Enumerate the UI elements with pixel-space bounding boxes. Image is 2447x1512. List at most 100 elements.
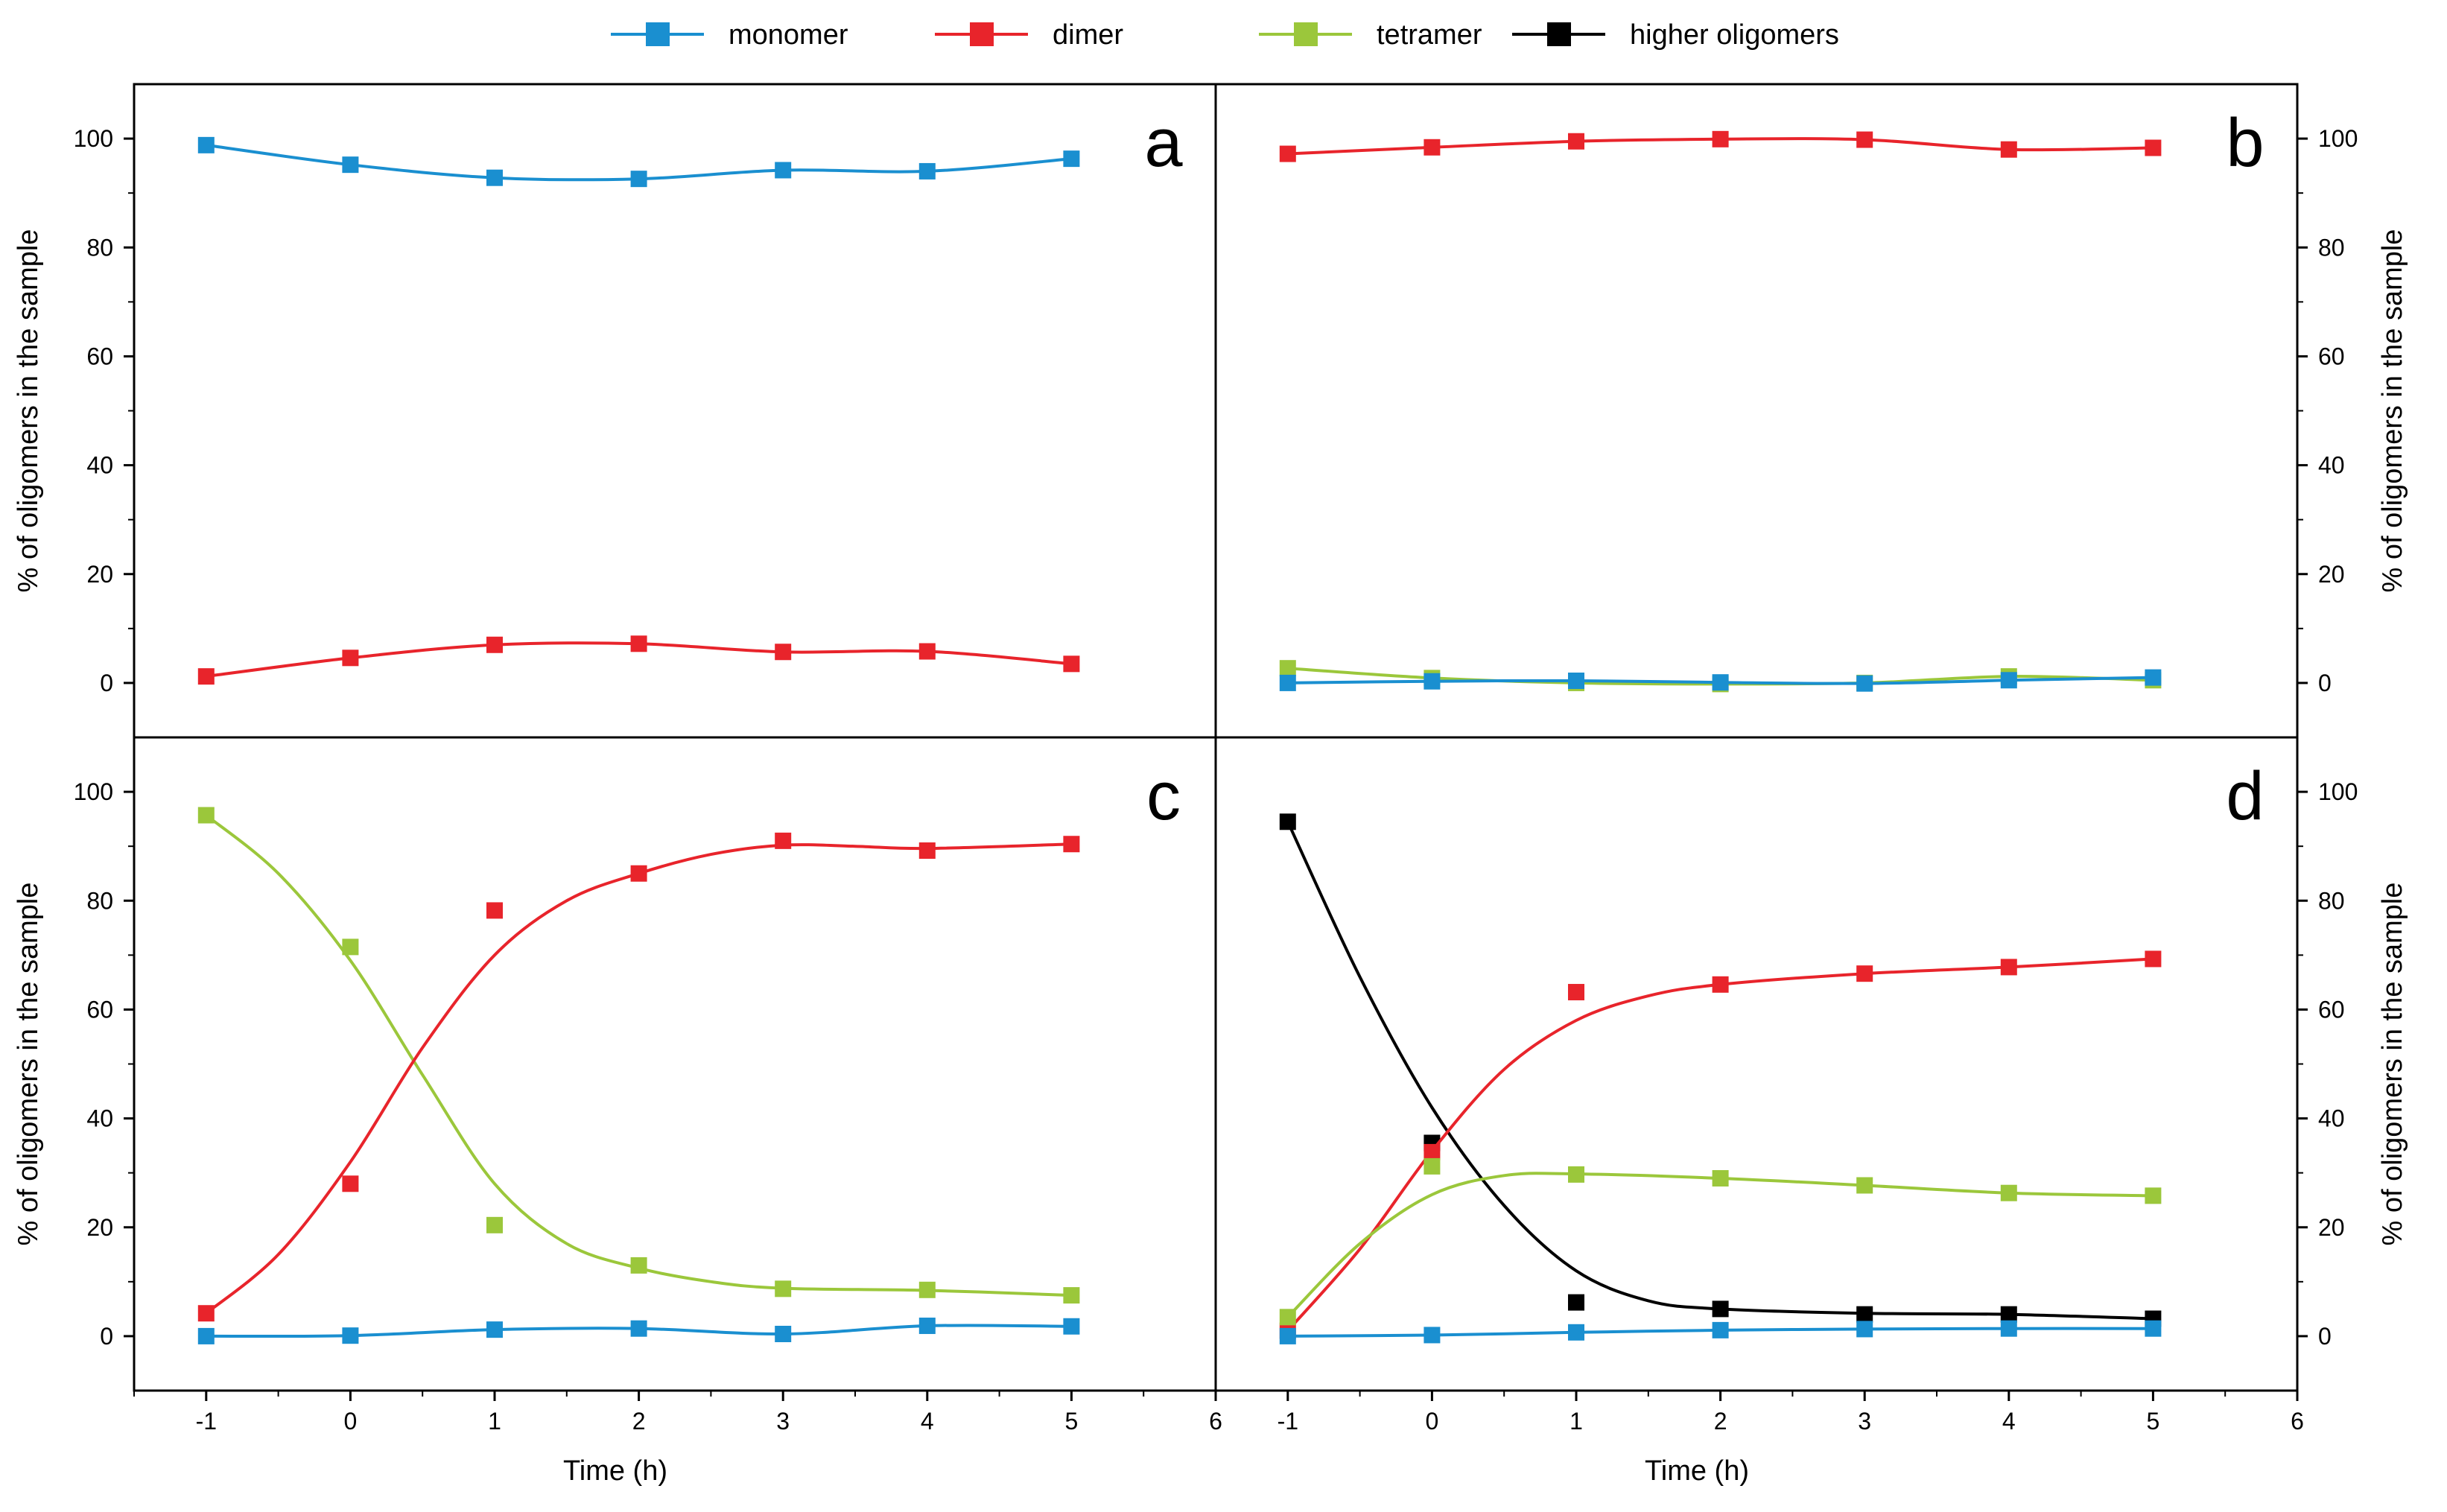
y-tick-label: 60 [86,996,113,1023]
y-axis-label: % of oligomers in the sample [2377,229,2408,593]
legend-item-monomer: monomer [611,19,848,51]
data-point-tetramer [342,938,359,956]
series-tetramer [1279,1157,2162,1326]
plot-frame [1214,736,2299,1392]
y-tick-label: 80 [86,887,113,914]
legend-label-monomer: monomer [729,19,848,51]
x-tick-label: 0 [1426,1408,1439,1435]
data-point-monomer [486,169,503,186]
x-tick-label: 0 [344,1408,358,1435]
data-point-tetramer [2145,1187,2162,1204]
data-point-tetramer [1856,1177,1873,1194]
y-tick-label: 0 [2318,670,2332,696]
y-tick-label: 20 [2318,1214,2345,1241]
data-point-monomer [1712,1321,1729,1338]
data-point-monomer [1568,672,1584,689]
data-point-monomer [1424,1327,1441,1344]
legend-label-tetramer: tetramer [1377,19,1482,51]
y-axis: 0 20 40 60 80 100 [2297,125,2358,696]
data-point-dimer [630,635,647,652]
y-tick-label: 80 [2318,234,2345,261]
y-tick-label: 100 [2318,125,2358,152]
x-tick-label: -1 [1278,1408,1298,1435]
x-tick-label: 1 [488,1408,501,1435]
plot-frame [133,736,1217,1392]
series-monomer [197,136,1080,188]
data-point-monomer [1279,674,1296,691]
data-point-tetramer [775,1280,792,1297]
data-point-monomer [486,1321,503,1338]
data-point-dimer [486,636,503,653]
data-point-dimer [342,649,359,667]
data-point-monomer [1063,1318,1080,1335]
y-tick-label: 20 [86,1214,113,1241]
data-point-tetramer [1712,1169,1729,1187]
y-tick-label: 60 [86,343,113,369]
panel-letter: a [1144,105,1183,181]
series-dimer [1279,950,2162,1339]
y-tick-label: 40 [86,1105,113,1132]
legend-marker-tetramer [1294,22,1318,46]
data-point-monomer [2145,1320,2162,1337]
data-point-dimer [2145,139,2162,156]
data-point-dimer [1568,133,1584,150]
data-point-higher-oligomers [1279,813,1296,830]
y-tick-label: 20 [2318,561,2345,588]
series-monomer [1279,669,2162,692]
x-axis: -1 0 1 2 3 4 5 6 [133,1391,1222,1435]
data-point-monomer [630,171,647,188]
data-point-dimer [2145,950,2162,968]
data-point-monomer [342,1327,359,1344]
data-point-dimer [197,668,215,685]
series-monomer [1279,1320,2162,1344]
legend-item-higher-oligomers: higher oligomers [1512,19,1839,51]
panel-b: 0 20 40 60 80 100 % of oligomers in the sample… [1214,83,2408,739]
x-axis-label: Time (h) [1645,1455,1749,1487]
data-point-dimer [630,865,647,882]
data-point-monomer [1856,675,1873,692]
x-tick-label: 4 [921,1408,934,1435]
y-tick-label: 100 [74,125,113,152]
panel-letter: c [1146,758,1181,834]
data-point-dimer [1856,965,1873,982]
data-point-dimer [1424,139,1441,156]
legend-marker-dimer [970,22,994,46]
data-point-dimer [918,643,936,660]
series-dimer [197,832,1080,1322]
y-axis: 0 20 40 60 80 100 [2297,778,2358,1350]
data-point-tetramer [630,1257,647,1274]
y-tick-label: 40 [2318,452,2345,479]
data-point-dimer [1712,976,1729,993]
data-point-dimer [197,1305,215,1322]
data-point-monomer [197,136,215,153]
panel-a: 0 20 40 60 80 100 % of oligomers in the sample… [13,83,1217,739]
data-point-monomer [1712,674,1729,691]
data-point-dimer [2000,141,2017,158]
series-dimer [197,635,1080,685]
y-tick-label: 100 [2318,778,2358,805]
data-point-monomer [2145,669,2162,686]
x-tick-label: 2 [1714,1408,1727,1435]
data-point-monomer [1279,1327,1296,1344]
y-tick-label: 0 [100,670,113,696]
y-axis-label: % of oligomers in the sample [13,883,44,1246]
legend-item-tetramer: tetramer [1259,19,1482,51]
data-point-monomer [1424,673,1441,690]
data-point-monomer [197,1327,215,1344]
x-tick-label: 3 [1858,1408,1871,1435]
x-tick-label: 6 [1209,1408,1222,1435]
data-point-higher-oligomers [2000,1306,2017,1323]
data-point-higher-oligomers [1712,1300,1729,1318]
y-tick-label: 60 [2318,343,2345,369]
series-dimer [1279,130,2162,162]
plot-frame [133,83,1217,739]
legend: monomer dimer tetramer higher oligomers [611,19,1839,51]
y-axis: 0 20 40 60 80 100 [74,778,134,1350]
y-tick-label: 80 [86,234,113,261]
series-line-dimer [1286,957,2154,1332]
x-tick-label: 2 [632,1408,646,1435]
x-tick-label: 3 [776,1408,790,1435]
series-tetramer [197,807,1080,1304]
